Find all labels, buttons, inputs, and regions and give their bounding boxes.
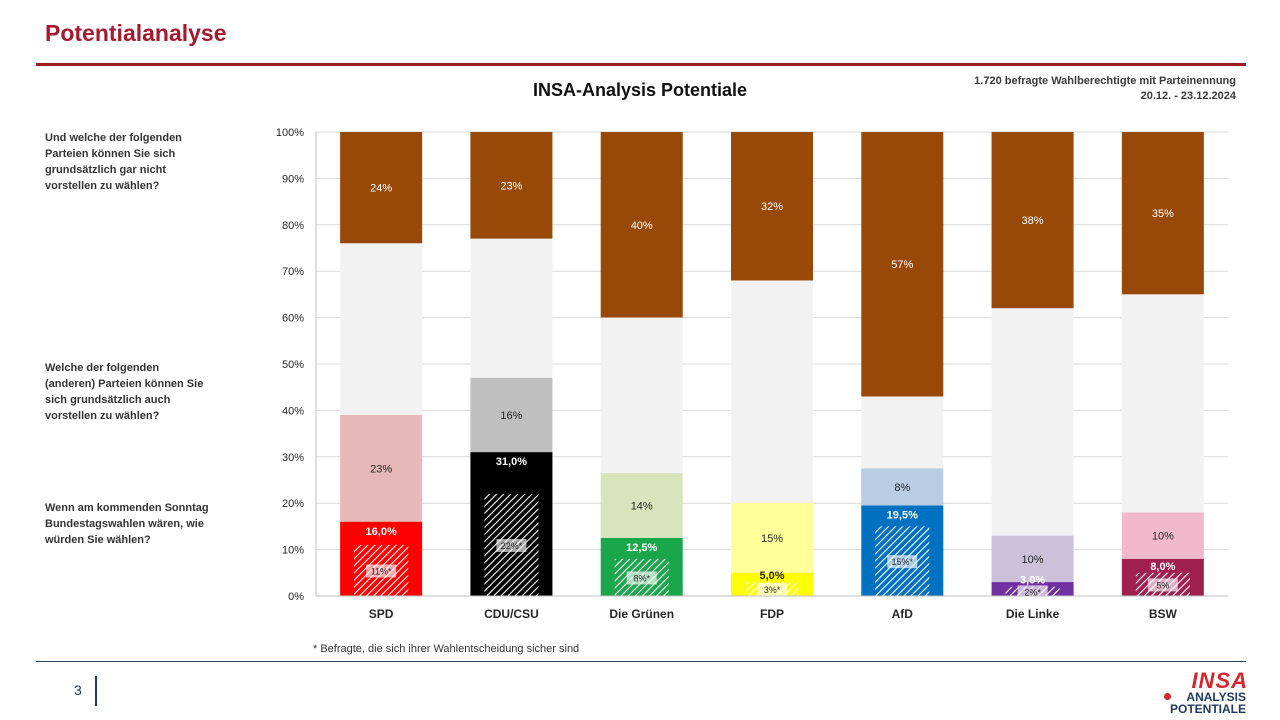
page-number: 3 <box>74 682 82 698</box>
footer-divider <box>36 661 1246 662</box>
question-not-vote: Und welche der folgenden Parteien können… <box>45 132 182 192</box>
y-tick-label: 60% <box>282 313 304 325</box>
page-number-divider <box>95 676 97 706</box>
logo-line-2: POTENTIALE <box>1169 702 1246 716</box>
insa-logo: INSA ANALYSIS POTENTIALE <box>1140 668 1250 716</box>
y-tick-label: 40% <box>282 405 304 417</box>
label-vote: 12,5% <box>626 542 657 554</box>
bar-not-vote <box>470 132 553 239</box>
x-tick-label: FDP <box>760 607 784 621</box>
bar-not-vote <box>600 132 683 318</box>
bar-potential <box>991 535 1074 583</box>
footnote: * Befragte, die sich ihrer Wahlentscheid… <box>313 643 580 655</box>
label-certain: 11%* <box>371 566 392 576</box>
label-vote: 16,0% <box>366 526 397 538</box>
x-tick-label: Die Linke <box>1006 607 1060 621</box>
sample-note: 1.720 befragte Wahlberechtigte mit Parte… <box>974 75 1236 87</box>
bar-undecided <box>470 238 553 378</box>
label-potential: 23% <box>370 463 392 475</box>
sample-info: 1.720 befragte Wahlberechtigte mit Parte… <box>974 74 1236 104</box>
label-certain: 5% <box>1156 580 1169 590</box>
y-tick-label: 50% <box>282 359 304 371</box>
label-certain: 2%* <box>1024 587 1041 597</box>
question-vote: Wenn am kommenden Sonntag Bundestagswahl… <box>45 502 209 546</box>
label-not-vote: 35% <box>1152 208 1174 220</box>
label-certain-badge <box>1147 578 1178 592</box>
label-not-vote: 24% <box>370 183 392 195</box>
bar-potential <box>731 503 813 573</box>
question-also-vote: Welche der folgenden (anderen) Parteien … <box>45 362 204 422</box>
label-certain: 15%* <box>892 557 914 567</box>
chart-title: INSA-Analysis Potentiale <box>532 80 748 100</box>
bar-undecided <box>991 308 1074 536</box>
logo-dot <box>1164 693 1171 700</box>
label-vote: 5,0% <box>759 570 784 582</box>
y-tick-label: 90% <box>282 173 304 185</box>
bar-not-vote <box>991 132 1074 309</box>
title-divider <box>36 63 1246 66</box>
y-tick-label: 30% <box>282 452 304 464</box>
bar-undecided <box>1121 294 1204 513</box>
bar-not-vote <box>731 132 813 281</box>
label-certain-badge <box>366 564 397 578</box>
date-range: 20.12. - 23.12.2024 <box>1140 90 1236 102</box>
y-tick-label: 0% <box>288 591 304 603</box>
bar-undecided <box>340 243 423 416</box>
y-tick-label: 70% <box>282 266 304 278</box>
bar-undecided <box>861 396 944 469</box>
bar-undecided <box>731 280 813 504</box>
label-potential: 16% <box>500 410 522 422</box>
label-certain: 8%* <box>633 573 650 583</box>
y-tick-label: 100% <box>276 127 304 139</box>
y-tick-label: 10% <box>282 545 304 557</box>
data-labels: 24% 23% 16,0% 11%* 23% 16% 31,0% 22%* 40% 14% 12,5… <box>366 180 1178 599</box>
bar-potential <box>1121 512 1204 559</box>
label-certain-badge <box>626 571 657 585</box>
label-not-vote: 57% <box>891 259 913 271</box>
label-potential: 15% <box>761 533 783 545</box>
label-certain-badge <box>887 555 918 569</box>
bar-not-vote <box>1121 132 1204 295</box>
label-potential: 8% <box>894 482 910 494</box>
x-tick-label: SPD <box>369 607 394 621</box>
x-tick-label: BSW <box>1149 607 1178 621</box>
label-not-vote: 40% <box>631 220 653 232</box>
x-tick-label: AfD <box>892 607 914 621</box>
label-certain: 3%* <box>764 585 781 595</box>
bar-undecided <box>600 317 683 474</box>
y-tick-label: 20% <box>282 498 304 510</box>
bar-not-vote <box>861 132 944 397</box>
bar-potential <box>340 415 423 522</box>
label-vote: 31,0% <box>496 456 527 468</box>
x-tick-label: Die Grünen <box>609 607 674 621</box>
label-vote: 8,0% <box>1150 561 1175 573</box>
label-certain: 22%* <box>501 541 523 551</box>
bar-not-vote <box>340 132 423 244</box>
label-not-vote: 23% <box>500 180 522 192</box>
bar-potential <box>600 473 683 538</box>
y-tick-label: 80% <box>282 220 304 232</box>
bar-potential <box>861 468 944 506</box>
label-potential: 14% <box>631 501 653 513</box>
label-vote: 3,0% <box>1020 575 1045 587</box>
label-not-vote: 32% <box>761 201 783 213</box>
logo-line-1: ANALYSIS <box>1186 690 1246 704</box>
label-vote: 19,5% <box>887 510 918 522</box>
bar-potential <box>470 377 553 453</box>
axes: 0% 10% 20% 30% 40% 50% 60% 70% 80% 90% 100% SPD CDU/… <box>276 127 1228 621</box>
label-certain-badge <box>496 538 527 552</box>
label-potential: 10% <box>1022 554 1044 566</box>
page-title: Potentialanalyse <box>45 20 227 46</box>
label-certain-badge <box>1017 585 1048 599</box>
x-tick-label: CDU/CSU <box>484 607 539 621</box>
logo-main-text: INSA <box>1191 668 1248 693</box>
label-potential: 10% <box>1152 531 1174 543</box>
label-not-vote: 38% <box>1022 215 1044 227</box>
label-certain-badge <box>757 583 787 597</box>
